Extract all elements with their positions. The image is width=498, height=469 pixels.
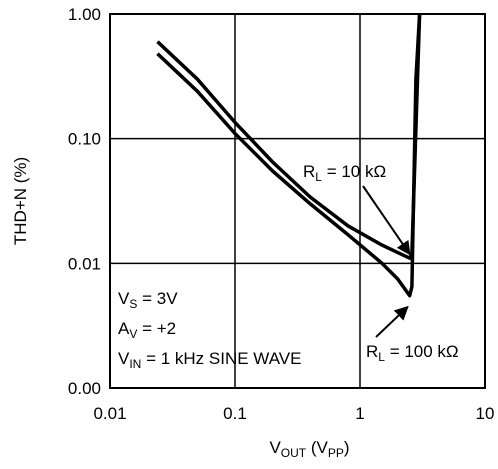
- plot-frame: [109, 13, 486, 389]
- x-tick-label: 1: [355, 404, 364, 423]
- grid-lines: [110, 14, 485, 388]
- y-tick-label: 0.00: [68, 379, 101, 398]
- annotation-rl-100k: RL = 100 kΩ: [366, 342, 459, 364]
- y-tick-label: 0.10: [68, 130, 101, 149]
- y-tick-label: 0.01: [68, 254, 101, 273]
- x-tick-labels: 0.01 0.1 1 10: [93, 404, 494, 423]
- curve-annotations: RL = 10 kΩ RL = 100 kΩ: [303, 162, 459, 364]
- condition-vs: VS = 3V: [118, 289, 178, 311]
- series-line-rl-10k: [156, 13, 422, 260]
- x-tick-label: 0.1: [223, 404, 247, 423]
- series-line-rl-100k: [156, 13, 422, 298]
- annotation-arrow-100k: [375, 305, 409, 338]
- series-layer: [156, 13, 422, 298]
- y-tick-labels: 0.00 0.01 0.10 1.00: [68, 5, 101, 398]
- condition-vin: VIN = 1 kHz SINE WAVE: [118, 349, 301, 371]
- test-conditions: VS = 3V AV = +2 VIN = 1 kHz SINE WAVE: [118, 289, 301, 371]
- y-axis-title: THD+N (%): [11, 157, 30, 245]
- annotation-arrow-10k: [362, 185, 411, 256]
- condition-av: AV = +2: [118, 319, 176, 341]
- x-tick-label: 0.01: [93, 404, 126, 423]
- y-tick-label: 1.00: [68, 5, 101, 24]
- x-tick-label: 10: [476, 404, 495, 423]
- annotation-rl-10k: RL = 10 kΩ: [303, 162, 386, 184]
- x-axis-title: VOUT (VPP): [269, 438, 349, 460]
